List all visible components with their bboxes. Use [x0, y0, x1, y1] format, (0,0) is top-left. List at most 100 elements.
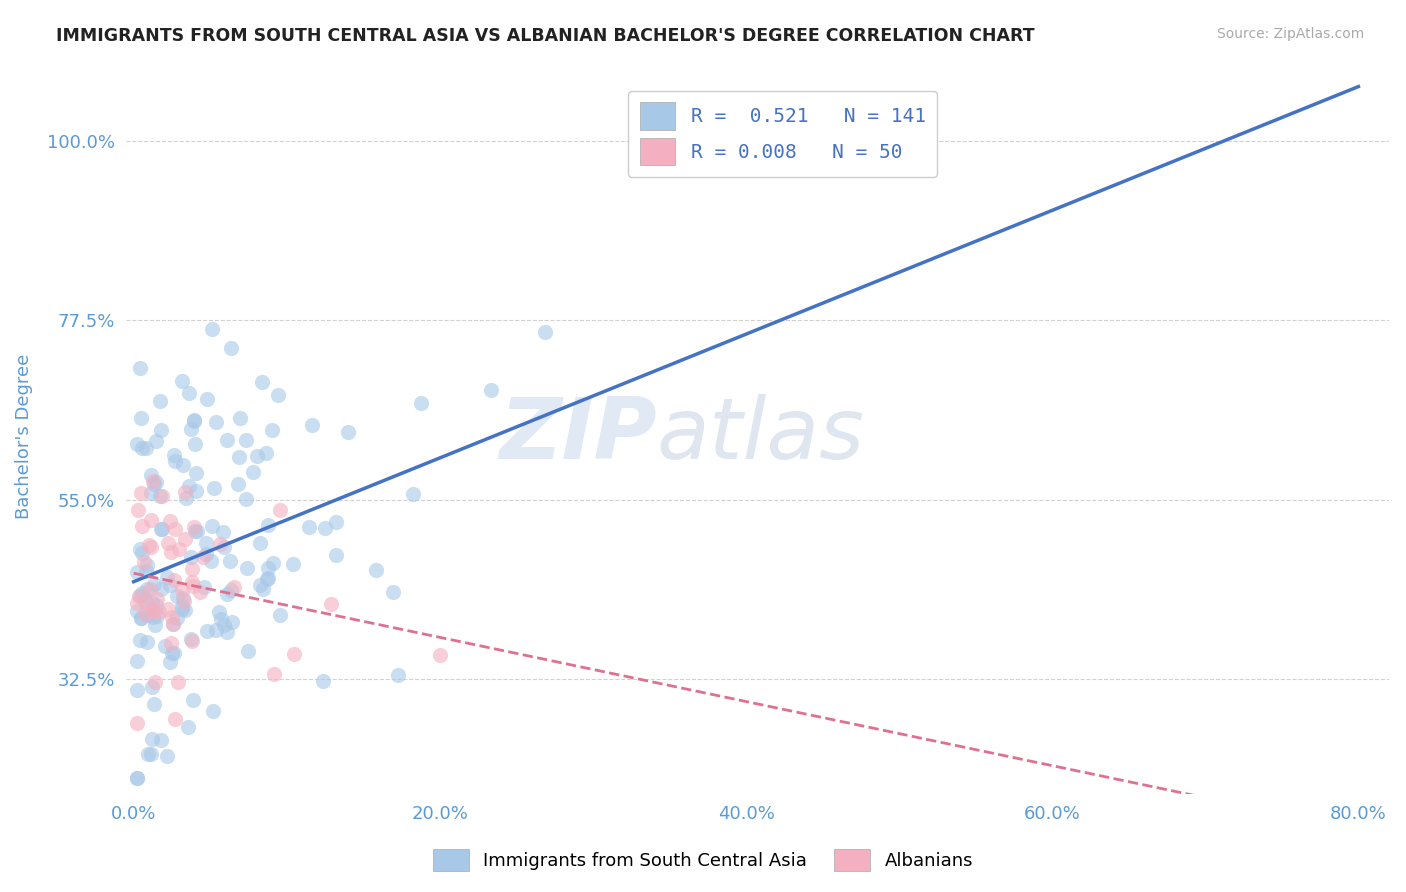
Point: [254, 446, 277, 460]
Point: [138, 538, 160, 552]
Point: [195, 624, 218, 638]
Point: [125, 596, 148, 610]
Point: [252, 582, 274, 596]
Point: [402, 487, 425, 501]
Point: [135, 564, 157, 578]
Point: [179, 479, 201, 493]
Point: [159, 514, 181, 528]
Point: [143, 618, 166, 632]
Point: [128, 589, 150, 603]
Point: [143, 477, 166, 491]
Point: [174, 533, 197, 547]
Point: [381, 585, 404, 599]
Point: [170, 375, 193, 389]
Point: [160, 609, 183, 624]
Point: [212, 617, 235, 632]
Point: [141, 486, 163, 500]
Point: [217, 586, 239, 600]
Point: [156, 570, 179, 584]
Point: [125, 683, 148, 698]
Point: [139, 468, 162, 483]
Point: [149, 393, 172, 408]
Point: [219, 583, 242, 598]
Point: [131, 611, 153, 625]
Point: [325, 549, 347, 563]
Point: [205, 623, 228, 637]
Point: [257, 561, 280, 575]
Point: [136, 747, 159, 761]
Point: [131, 585, 153, 599]
Point: [269, 503, 291, 517]
Point: [159, 655, 181, 669]
Point: [235, 491, 257, 506]
Point: [145, 598, 167, 612]
Point: [219, 553, 242, 567]
Point: [162, 617, 184, 632]
Point: [191, 549, 214, 564]
Point: [257, 571, 280, 585]
Point: [160, 635, 183, 649]
Point: [136, 608, 159, 623]
Point: [183, 519, 205, 533]
Point: [195, 392, 218, 407]
Point: [281, 557, 304, 571]
Point: [201, 519, 224, 533]
Point: [181, 574, 204, 589]
Point: [174, 485, 197, 500]
Point: [145, 675, 167, 690]
Point: [163, 712, 186, 726]
Point: [148, 605, 170, 619]
Point: [153, 639, 176, 653]
Point: [149, 582, 172, 596]
Point: [249, 535, 271, 549]
Point: [128, 360, 150, 375]
Point: [209, 537, 232, 551]
Point: [167, 675, 190, 690]
Point: [163, 646, 186, 660]
Point: [238, 644, 260, 658]
Point: [181, 562, 204, 576]
Point: [283, 647, 305, 661]
Point: [212, 524, 235, 539]
Point: [145, 592, 167, 607]
Point: [141, 513, 163, 527]
Point: [172, 591, 194, 606]
Point: [429, 648, 451, 662]
Point: [312, 674, 335, 689]
Point: [186, 524, 208, 538]
Point: [152, 489, 174, 503]
Point: [157, 601, 180, 615]
Point: [136, 582, 159, 596]
Point: [298, 520, 321, 534]
Point: [131, 441, 153, 455]
Point: [534, 325, 557, 339]
Point: [167, 541, 190, 556]
Point: [195, 536, 218, 550]
Point: [131, 546, 153, 560]
Point: [159, 577, 181, 591]
Point: [135, 442, 157, 456]
Point: [224, 580, 246, 594]
Point: [202, 481, 225, 495]
Point: [156, 749, 179, 764]
Point: [127, 503, 149, 517]
Point: [249, 578, 271, 592]
Point: [141, 594, 163, 608]
Point: [128, 632, 150, 647]
Point: [201, 704, 224, 718]
Point: [215, 433, 238, 447]
Point: [156, 536, 179, 550]
Point: [183, 693, 205, 707]
Point: [141, 680, 163, 694]
Point: [208, 606, 231, 620]
Point: [136, 635, 159, 649]
Point: [173, 593, 195, 607]
Point: [236, 561, 259, 575]
Point: [125, 566, 148, 580]
Point: [215, 625, 238, 640]
Point: [180, 632, 202, 646]
Point: [135, 558, 157, 573]
Point: [262, 556, 284, 570]
Point: [149, 733, 172, 747]
Point: [142, 474, 165, 488]
